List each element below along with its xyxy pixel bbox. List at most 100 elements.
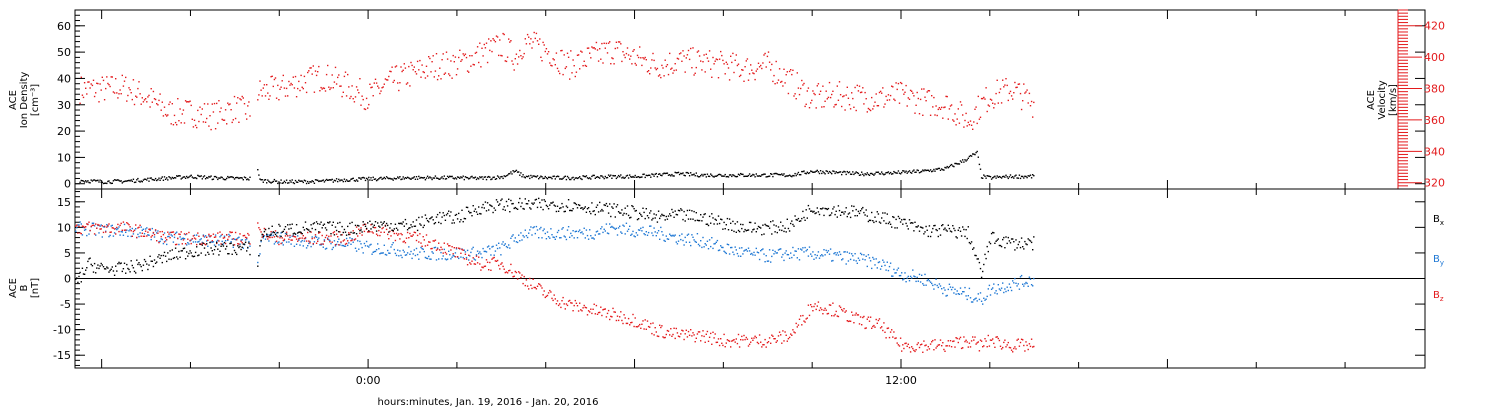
- bx-series-point: [949, 230, 952, 232]
- velocity-series-point: [989, 98, 992, 100]
- bx-series-point: [538, 197, 540, 200]
- by-series-point: [357, 240, 359, 242]
- by-series-point: [130, 235, 132, 238]
- velocity-series-point: [821, 106, 823, 108]
- velocity-series-point: [639, 46, 641, 48]
- bx-series-point: [1020, 237, 1023, 239]
- velocity-series-point: [1002, 79, 1004, 81]
- density-series-point: [241, 177, 243, 179]
- bz-series-point: [902, 344, 904, 346]
- bx-series-point: [138, 262, 140, 264]
- velocity-series-point: [848, 104, 851, 106]
- by-series-point: [80, 223, 82, 225]
- bx-series-point: [391, 229, 393, 231]
- density-series-point: [318, 180, 320, 183]
- density-series-point: [433, 177, 435, 179]
- by-series-point: [204, 235, 207, 237]
- bx-series-point: [724, 228, 726, 230]
- by-series-point: [390, 246, 392, 248]
- velocity-series-point: [591, 46, 593, 48]
- by-series-point: [1013, 282, 1015, 284]
- bz-series-point: [93, 233, 96, 235]
- density-series-point: [224, 178, 227, 181]
- velocity-series-point: [364, 108, 367, 111]
- bz-series-point: [844, 311, 846, 313]
- y-tick-label: 5: [64, 247, 71, 260]
- velocity-series-point: [186, 101, 188, 103]
- by-series-point: [664, 240, 666, 242]
- by-series-point: [434, 246, 437, 249]
- density-series-point: [465, 176, 468, 179]
- bz-series-point: [862, 316, 864, 319]
- by-series-point: [129, 228, 131, 231]
- bx-series-point: [902, 223, 904, 225]
- bx-series-point: [874, 216, 876, 218]
- bx-series-point: [213, 249, 216, 251]
- bx-series-point: [903, 218, 905, 221]
- bz-series-point: [838, 305, 841, 307]
- density-series-point: [233, 178, 236, 180]
- by-series-point: [939, 285, 942, 287]
- bx-series-point: [945, 229, 947, 231]
- by-series-point: [626, 230, 629, 232]
- velocity-series-point: [777, 79, 780, 81]
- bx-series-point: [817, 211, 820, 213]
- bz-series-point: [397, 234, 399, 236]
- density-series-point: [967, 157, 969, 159]
- by-series-point: [975, 297, 977, 299]
- bx-series-point: [152, 265, 155, 268]
- density-series-point: [239, 177, 241, 179]
- bz-series-point: [481, 266, 483, 268]
- velocity-series-point: [385, 79, 388, 81]
- by-series-point: [702, 236, 704, 239]
- bz-series-point: [728, 340, 731, 342]
- density-series-point: [204, 178, 207, 180]
- by-series-point: [795, 250, 797, 252]
- velocity-series-point: [485, 42, 488, 44]
- bz-series-point: [888, 336, 891, 339]
- velocity-series-point: [138, 81, 140, 83]
- bz-series-point: [533, 286, 535, 289]
- bx-series-point: [472, 205, 474, 207]
- by-series-point: [992, 287, 994, 289]
- bz-series-point: [378, 229, 380, 232]
- by-series-point: [909, 275, 912, 278]
- density-series-point: [260, 179, 262, 181]
- velocity-series-point: [734, 59, 736, 61]
- by-series-point: [324, 248, 327, 250]
- velocity-series-point: [238, 121, 240, 123]
- by-series-point: [382, 252, 384, 254]
- bx-series-point: [706, 223, 709, 225]
- by-series-point: [337, 241, 339, 243]
- by-series-point: [362, 252, 364, 254]
- by-series-point: [101, 236, 103, 238]
- bx-series-point: [483, 207, 485, 209]
- bz-series-point: [140, 235, 142, 237]
- velocity-series-point: [731, 61, 733, 64]
- velocity-series-point: [728, 79, 731, 81]
- velocity-series-point: [765, 66, 767, 68]
- velocity-series-point: [620, 43, 622, 45]
- by-series-point: [1023, 285, 1025, 287]
- by-series-point: [745, 248, 747, 251]
- density-series-point: [1022, 175, 1024, 178]
- bx-series-point: [330, 233, 332, 235]
- velocity-series-point: [750, 64, 752, 66]
- bz-series-point: [1005, 346, 1007, 348]
- velocity-series-point: [601, 42, 603, 45]
- by-series-point: [448, 250, 450, 252]
- bz-series-point: [488, 269, 490, 271]
- bx-series-point: [549, 204, 551, 206]
- density-series-point: [147, 177, 149, 179]
- bz-series-point: [358, 228, 360, 230]
- by-series-point: [399, 250, 401, 252]
- density-series-point: [704, 173, 706, 176]
- bx-series-point: [693, 210, 695, 213]
- density-series-point: [341, 179, 343, 181]
- bx-series-point: [956, 237, 958, 239]
- density-series-point: [502, 177, 504, 180]
- bx-series-point: [244, 241, 247, 243]
- bx-series-point: [569, 209, 571, 212]
- bz-series-point: [116, 226, 118, 229]
- velocity-series-point: [298, 80, 300, 83]
